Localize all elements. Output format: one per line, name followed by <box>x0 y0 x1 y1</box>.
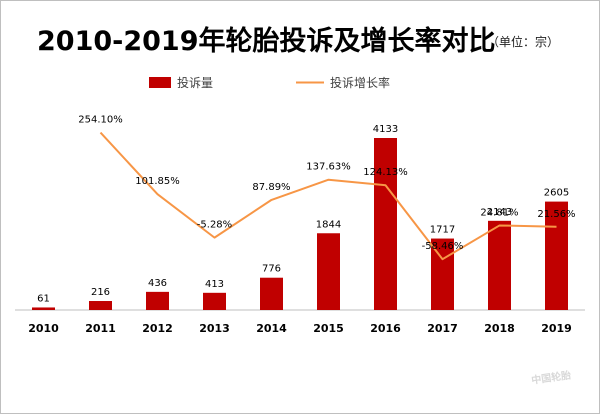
line-label-2013: -5.28% <box>197 220 232 231</box>
line-label-2012: 101.85% <box>135 176 180 187</box>
bar-label-2014: 776 <box>262 264 281 275</box>
x-tick-2018: 2018 <box>484 322 515 335</box>
bar-2012 <box>146 291 169 310</box>
bar-2014 <box>260 277 283 310</box>
bar-label-2015: 1844 <box>316 219 341 230</box>
x-tick-2012: 2012 <box>142 322 173 335</box>
legend-bar-label: 投诉量 <box>177 75 213 90</box>
bar-2018 <box>488 220 511 310</box>
line-label-2014: 87.89% <box>252 182 290 193</box>
line-label-2015: 137.63% <box>306 162 351 173</box>
bar-2016 <box>374 138 397 310</box>
bar-2015 <box>317 233 340 310</box>
bar-label-2011: 216 <box>91 287 110 298</box>
x-tick-2014: 2014 <box>256 322 287 335</box>
bar-2019 <box>545 201 568 310</box>
chart-subtitle: （单位：宗） <box>487 35 560 49</box>
x-tick-2019: 2019 <box>541 322 572 335</box>
bar-label-2019: 2605 <box>544 188 569 199</box>
legend-line-label: 投诉增长率 <box>330 75 390 90</box>
line-label-2019: 21.56% <box>537 209 575 220</box>
bar-label-2010: 61 <box>37 293 50 304</box>
x-tick-2013: 2013 <box>199 322 230 335</box>
x-tick-2015: 2015 <box>313 322 344 335</box>
bar-label-2018: 2143 <box>487 207 512 218</box>
bar-2010 <box>32 307 55 310</box>
bar-label-2017: 1717 <box>430 225 455 236</box>
line-label-2016: 124.13% <box>363 167 408 178</box>
bar-label-2012: 436 <box>148 278 167 289</box>
bar-2013 <box>203 292 226 310</box>
bar-label-2013: 413 <box>205 279 224 290</box>
x-tick-2017: 2017 <box>427 322 458 335</box>
line-label-2017: -58.46% <box>422 241 464 252</box>
x-tick-2011: 2011 <box>85 322 116 335</box>
growth-rate-line <box>99 131 557 261</box>
x-tick-2016: 2016 <box>370 322 401 335</box>
chart-title: 2010-2019年轮胎投诉及增长率对比 <box>37 26 496 57</box>
x-tick-2010: 2010 <box>28 322 59 335</box>
bar-label-2016: 4133 <box>373 124 398 135</box>
bar-2011 <box>89 301 112 310</box>
line-label-2018: 24.81% <box>480 207 518 218</box>
legend-bar-swatch <box>149 77 171 88</box>
line-label-2011: 254.10% <box>78 115 123 126</box>
